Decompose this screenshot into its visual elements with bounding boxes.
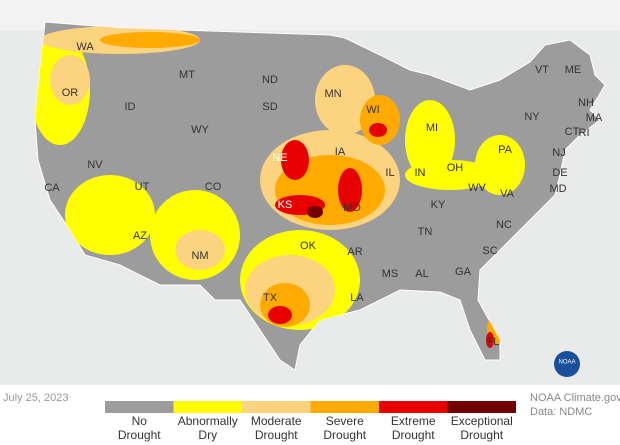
legend-label: Exceptional: [451, 414, 513, 428]
state-label: TN: [418, 226, 433, 238]
state-label: ND: [262, 74, 278, 86]
drought-areas: [35, 26, 525, 348]
state-label: IL: [385, 167, 394, 179]
state-label: CA: [44, 182, 60, 194]
state-label: KY: [431, 199, 446, 211]
state-label: MS: [382, 268, 399, 280]
state-label: WI: [366, 104, 379, 116]
state-label: NY: [524, 111, 540, 123]
state-label: WA: [76, 41, 94, 53]
state-label: MN: [324, 88, 341, 100]
state-label: AZ: [133, 230, 147, 242]
state-label: KS: [278, 199, 293, 211]
state-label: FL: [487, 336, 500, 348]
credit: Data: NDMC: [530, 406, 592, 418]
legend-label: Moderate: [251, 414, 302, 428]
state-label: MO: [343, 202, 361, 214]
state-label: RI: [579, 127, 590, 139]
state-label: MA: [586, 112, 603, 124]
state-label: SC: [482, 245, 497, 257]
legend-label: Severe: [326, 414, 364, 428]
state-label: IA: [335, 146, 346, 158]
state-label: WY: [191, 124, 209, 136]
state-label: MI: [426, 122, 438, 134]
state-label: MT: [179, 69, 195, 81]
state-label: NC: [496, 219, 512, 231]
legend-label: Drought: [392, 428, 435, 442]
state-label: VT: [535, 64, 549, 76]
legend-label: Drought: [323, 428, 366, 442]
legend-label: Drought: [255, 428, 298, 442]
state-label: DE: [552, 167, 567, 179]
canada: [0, 0, 620, 30]
legend-label: No: [132, 414, 148, 428]
state-label: AL: [415, 268, 428, 280]
credit: NOAA Climate.gov: [530, 392, 620, 404]
legend-swatch: [173, 401, 242, 413]
logo-text: NOAA: [558, 360, 575, 366]
legend-label: Drought: [460, 428, 503, 442]
noaa-logo: [554, 351, 580, 377]
state-label: PA: [498, 144, 513, 156]
state-label: OH: [447, 162, 464, 174]
state-label: NH: [578, 97, 594, 109]
state-label: ME: [565, 64, 582, 76]
state-label: ID: [125, 101, 136, 113]
legend-swatch: [447, 401, 516, 413]
state-label: NE: [272, 152, 287, 164]
legend-swatch: [379, 401, 448, 413]
state-label: NJ: [552, 147, 565, 159]
legend-label: Abnormally: [178, 414, 238, 428]
state-label: GA: [455, 266, 472, 278]
state-label: MD: [549, 183, 566, 195]
state-label: NM: [191, 250, 208, 262]
state-label: UT: [135, 181, 150, 193]
legend-swatch: [310, 401, 379, 413]
state-label: NV: [87, 159, 103, 171]
state-label: WV: [468, 182, 486, 194]
legend-label: Dry: [198, 428, 217, 442]
state-label: OK: [300, 240, 317, 252]
legend-label: Drought: [118, 428, 161, 442]
state-label: LA: [350, 292, 364, 304]
state-label: VA: [500, 188, 515, 200]
legend-swatch: [105, 401, 174, 413]
state-label: CO: [205, 181, 222, 193]
legend-swatch: [242, 401, 311, 413]
state-label: SD: [262, 101, 277, 113]
state-label: IN: [415, 167, 426, 179]
state-label: TX: [263, 292, 278, 304]
state-label: CT: [565, 126, 580, 138]
date: July 25, 2023: [3, 392, 68, 404]
state-label: OR: [62, 87, 79, 99]
state-label: AR: [347, 246, 362, 258]
legend-label: Extreme: [391, 414, 436, 428]
